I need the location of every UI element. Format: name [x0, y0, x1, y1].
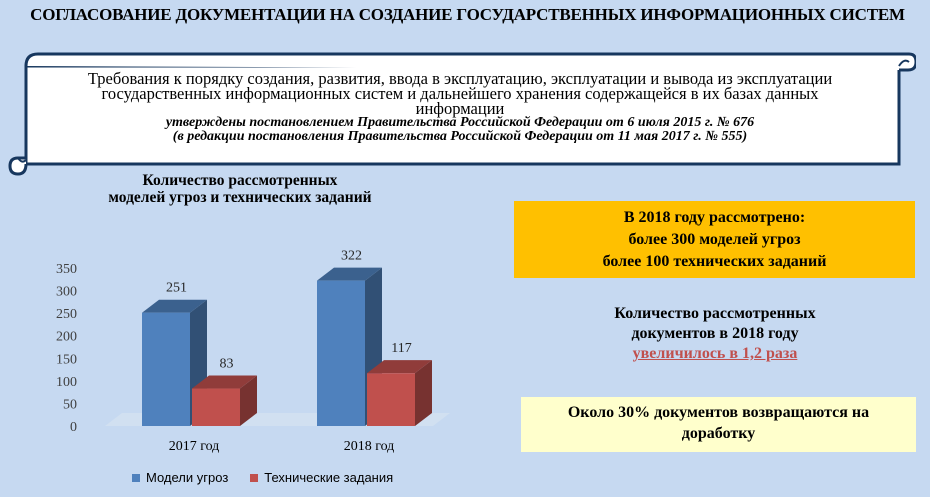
- y-tick-label: 200: [56, 330, 77, 345]
- y-tick-label: 0: [70, 420, 77, 435]
- bar-threat-models-0: [142, 312, 190, 426]
- requirements-text: Требования к порядку создания, развития,…: [30, 69, 890, 144]
- summary-2018-box: В 2018 году рассмотрено: более 300 модел…: [514, 201, 915, 278]
- returned-line-1: Около 30% документов возвращаются на: [567, 404, 870, 421]
- bar-tech-specs-1: [367, 373, 415, 426]
- bar-side: [240, 375, 257, 426]
- scroll-banner: [8, 52, 916, 176]
- x-category-label: 2018 год: [344, 439, 395, 454]
- legend-label-tech-specs: Технические задания: [264, 470, 394, 485]
- bar-top: [142, 299, 207, 313]
- chart-title: Количество рассмотренных моделей угроз и…: [60, 172, 420, 206]
- summary-line-1: В 2018 году рассмотрено:: [623, 209, 806, 226]
- data-label: 322: [341, 249, 362, 264]
- bar-side: [415, 360, 432, 426]
- growth-highlight: увеличилось в 1,2 раза: [632, 345, 798, 362]
- chart-legend: Модели угроз Технические задания: [132, 470, 393, 485]
- chart-title-line-2: моделей угроз и технических заданий: [108, 189, 372, 206]
- legend-label-threat-models: Модели угроз: [146, 470, 229, 485]
- growth-line-2: документов в 2018 году: [631, 325, 799, 342]
- data-label: 117: [391, 341, 411, 356]
- y-tick-label: 250: [56, 307, 77, 322]
- legend-swatch-blue: [132, 473, 140, 482]
- growth-line-1: Количество рассмотренных: [614, 305, 816, 322]
- chart-title-line-1: Количество рассмотренных: [142, 172, 338, 189]
- requirements-line-2: государственных информационных систем и …: [101, 84, 819, 103]
- x-category-label: 2017 год: [169, 439, 220, 454]
- page-title: СОГЛАСОВАНИЕ ДОКУМЕНТАЦИИ НА СОЗДАНИЕ ГО…: [30, 5, 905, 24]
- bar-chart: 0 50 100 150 200 250 300 350 251 83 2017 год 322 117…: [56, 249, 450, 454]
- approval-line: утверждены постановлением Правительства …: [165, 115, 755, 130]
- legend-item-tech-specs: Технические задания: [250, 470, 393, 485]
- bar-threat-models-1: [317, 280, 365, 426]
- y-tick-label: 150: [56, 352, 77, 367]
- y-tick-label: 300: [56, 285, 77, 300]
- bar-top: [192, 375, 257, 389]
- returned-docs-box: Около 30% документов возвращаются на дор…: [521, 397, 916, 452]
- data-label: 83: [220, 357, 234, 372]
- data-label: 251: [166, 281, 187, 296]
- bar-tech-specs-0: [192, 388, 240, 426]
- returned-line-2: доработку: [681, 425, 756, 442]
- y-tick-label: 100: [56, 375, 77, 390]
- revision-line: (в редакции постановления Правительства …: [172, 129, 748, 144]
- legend-swatch-red: [250, 473, 259, 482]
- summary-line-3: более 100 технических заданий: [602, 253, 827, 270]
- growth-statement: Количество рассмотренных документов в 20…: [560, 304, 870, 364]
- summary-line-2: более 300 моделей угроз: [628, 231, 801, 248]
- y-tick-label: 50: [63, 397, 77, 412]
- requirements-line-3: информации: [415, 99, 505, 118]
- bar-top: [367, 360, 432, 374]
- y-tick-label: 350: [56, 262, 77, 277]
- bar-top: [317, 267, 382, 281]
- legend-item-threat-models: Модели угроз: [132, 470, 228, 485]
- requirements-line-1: Требования к порядку создания, развития,…: [87, 69, 833, 88]
